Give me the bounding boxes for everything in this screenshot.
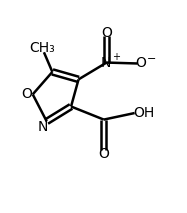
Text: O: O xyxy=(98,147,109,161)
Text: +: + xyxy=(112,52,119,62)
Text: N: N xyxy=(100,56,111,70)
Text: O: O xyxy=(101,26,112,40)
Text: O: O xyxy=(136,56,147,71)
Text: OH: OH xyxy=(133,106,154,120)
Text: N: N xyxy=(38,120,48,134)
Text: CH₃: CH₃ xyxy=(29,41,55,55)
Text: O: O xyxy=(22,87,33,101)
Text: −: − xyxy=(146,54,156,64)
